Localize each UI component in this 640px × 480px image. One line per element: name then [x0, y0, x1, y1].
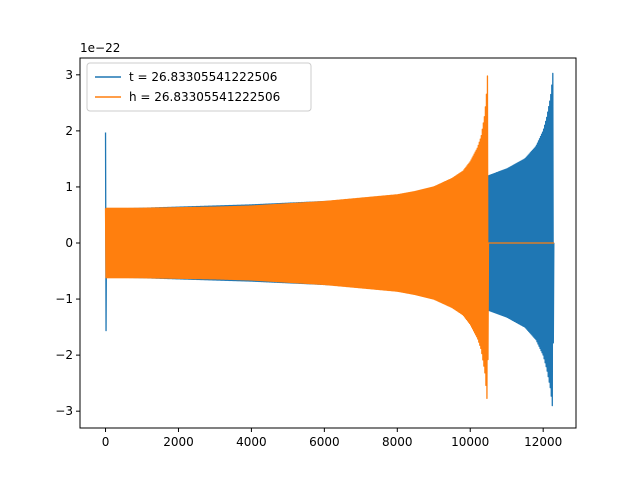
series-line-1	[104, 75, 555, 400]
legend-entry-label: h = 26.83305541222506	[129, 90, 280, 104]
x-tick-label: 10000	[451, 435, 489, 449]
x-tick-label: 12000	[524, 435, 562, 449]
x-tick-label: 4000	[236, 435, 267, 449]
y-tick-label: −2	[55, 348, 73, 362]
y-scale-label: 1e−22	[80, 41, 120, 55]
x-tick-label: 2000	[163, 435, 194, 449]
y-tick-label: −3	[55, 404, 73, 418]
x-tick-label: 0	[102, 435, 110, 449]
legend-entry-label: t = 26.83305541222506	[129, 70, 277, 84]
x-tick-label: 8000	[382, 435, 413, 449]
x-axis: 0 2000 4000 6000 8000 10000 12000	[102, 428, 562, 449]
legend-box	[86, 62, 312, 112]
y-tick-label: 2	[65, 124, 73, 138]
y-tick-label: 1	[65, 180, 73, 194]
legend: t = 26.83305541222506 h = 26.833055412225…	[86, 62, 312, 112]
x-tick-label: 6000	[309, 435, 340, 449]
y-tick-label: −1	[55, 292, 73, 306]
y-axis: −3 −2 −1 0 1 2 3	[55, 68, 80, 418]
y-tick-label: 0	[65, 236, 73, 250]
y-tick-label: 3	[65, 68, 73, 82]
